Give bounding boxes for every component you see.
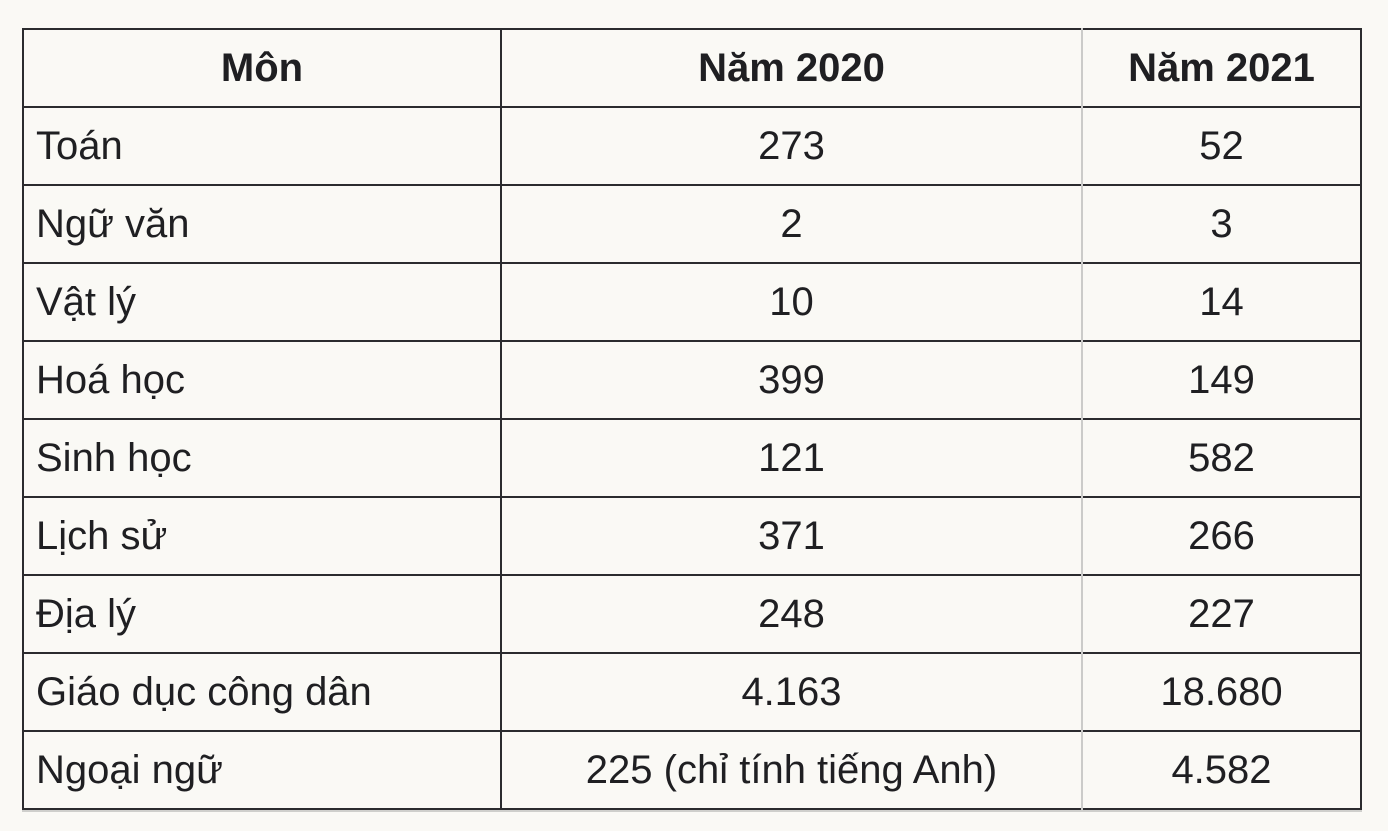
value-2020-cell: 2 [500, 184, 1082, 263]
value-2021-cell: 582 [1081, 418, 1361, 497]
table-row: Địa lý 248 227 [23, 574, 1361, 653]
column-header-subject: Môn [220, 46, 304, 90]
value-2021-cell: 266 [1081, 496, 1361, 575]
subject-cell: Địa lý [23, 574, 501, 653]
value-2020-cell: 121 [500, 418, 1082, 497]
table-row: Lịch sử 371 266 [23, 496, 1361, 575]
table-row: Ngoại ngữ 225 (chỉ tính tiếng Anh) 4.582 [23, 730, 1361, 809]
value-2020-cell: 371 [500, 496, 1082, 575]
table-row: Sinh học 121 582 [23, 418, 1361, 497]
value-2020-cell: 273 [500, 106, 1082, 185]
value-2020-cell: 248 [500, 574, 1082, 653]
table-row: Vật lý 10 14 [23, 262, 1361, 341]
value-2021-cell: 4.582 [1081, 730, 1361, 809]
header-row: Môn Năm 2020 Năm 2021 [23, 29, 1361, 107]
subject-cell: Ngoại ngữ [23, 730, 501, 809]
table-row: Giáo dục công dân 4.163 18.680 [23, 652, 1361, 731]
table-row: Ngữ văn 2 3 [23, 184, 1361, 263]
table-row: Hoá học 399 149 [23, 340, 1361, 419]
column-header-year-2020: Năm 2020 [500, 29, 1082, 107]
subject-cell: Giáo dục công dân [23, 652, 501, 731]
subject-cell: Hoá học [23, 340, 501, 419]
subjects-by-year-table: Môn Năm 2020 Năm 2021 Toán 273 52 Ngữ văn 2 3… [22, 28, 1362, 810]
subject-cell: Ngữ văn [23, 184, 501, 263]
value-2021-cell: 14 [1081, 262, 1361, 341]
value-2021-cell: 52 [1081, 106, 1361, 185]
value-2020-cell: 399 [500, 340, 1082, 419]
subject-cell: Toán [23, 106, 501, 185]
value-2021-cell: 18.680 [1081, 652, 1361, 731]
value-2020-cell: 225 (chỉ tính tiếng Anh) [500, 730, 1082, 809]
table-body: Toán 273 52 Ngữ văn 2 3 Vật lý 10 14 Hoá học 399 14… [23, 106, 1361, 809]
value-2021-cell: 149 [1081, 340, 1361, 419]
subject-cell: Sinh học [23, 418, 501, 497]
column-header-year-2021: Năm 2021 [1081, 29, 1361, 107]
subject-cell: Lịch sử [23, 496, 501, 575]
value-2020-cell: 10 [500, 262, 1082, 341]
subject-cell: Vật lý [23, 262, 501, 341]
value-2020-cell: 4.163 [500, 652, 1082, 731]
value-2021-cell: 3 [1081, 184, 1361, 263]
table-row: Toán 273 52 [23, 106, 1361, 185]
value-2021-cell: 227 [1081, 574, 1361, 653]
